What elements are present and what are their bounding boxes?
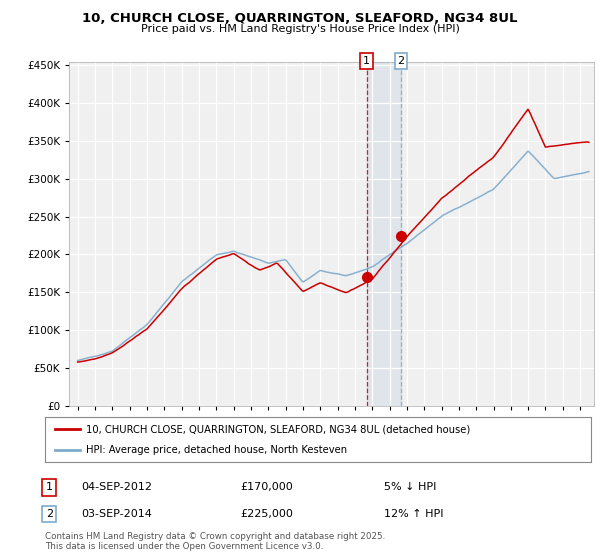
Bar xyxy=(367,62,401,406)
Text: 5% ↓ HPI: 5% ↓ HPI xyxy=(384,482,436,492)
Text: Contains HM Land Registry data © Crown copyright and database right 2025.
This d: Contains HM Land Registry data © Crown c… xyxy=(45,532,385,552)
Text: 2: 2 xyxy=(398,56,405,66)
Text: £225,000: £225,000 xyxy=(240,509,293,519)
Text: HPI: Average price, detached house, North Kesteven: HPI: Average price, detached house, Nort… xyxy=(86,445,347,455)
Text: 1: 1 xyxy=(363,56,370,66)
Text: 12% ↑ HPI: 12% ↑ HPI xyxy=(384,509,443,519)
Text: 10, CHURCH CLOSE, QUARRINGTON, SLEAFORD, NG34 8UL: 10, CHURCH CLOSE, QUARRINGTON, SLEAFORD,… xyxy=(82,12,518,25)
Text: 2: 2 xyxy=(46,509,53,519)
Text: Price paid vs. HM Land Registry's House Price Index (HPI): Price paid vs. HM Land Registry's House … xyxy=(140,24,460,34)
Text: 10, CHURCH CLOSE, QUARRINGTON, SLEAFORD, NG34 8UL (detached house): 10, CHURCH CLOSE, QUARRINGTON, SLEAFORD,… xyxy=(86,424,470,435)
Text: 04-SEP-2012: 04-SEP-2012 xyxy=(81,482,152,492)
Text: £170,000: £170,000 xyxy=(240,482,293,492)
Text: 1: 1 xyxy=(46,482,53,492)
Text: 03-SEP-2014: 03-SEP-2014 xyxy=(81,509,152,519)
